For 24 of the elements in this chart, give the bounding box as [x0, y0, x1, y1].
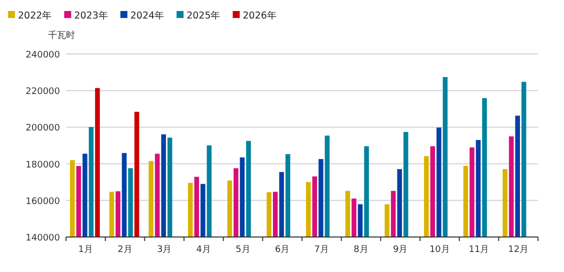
x-tick-label: 5月 — [236, 245, 250, 255]
x-tick-label: 3月 — [156, 245, 172, 255]
legend-label: 2023年 — [74, 10, 108, 22]
legend-label: 2024年 — [130, 10, 165, 22]
x-tick-label: 9月 — [392, 245, 408, 255]
x-tick-label: 1月 — [78, 245, 94, 255]
y-tick-label: 180000 — [26, 160, 60, 170]
y-tick-label: 240000 — [26, 50, 60, 60]
x-tick-label: 2月 — [118, 245, 132, 255]
y-tick-label: 140000 — [26, 234, 60, 244]
y-tick-label: 220000 — [26, 87, 60, 98]
legend-label: 2025年 — [186, 10, 221, 22]
x-tick-label: 4月 — [196, 245, 212, 255]
x-tick-label: 6月 — [274, 245, 290, 255]
legend-label: 2022年 — [18, 10, 52, 22]
x-tick-label: 10月 — [429, 245, 450, 255]
x-tick-label: 8月 — [354, 245, 368, 255]
y-tick-label: 160000 — [26, 196, 60, 207]
y-axis-title: 千瓦时 — [48, 30, 75, 41]
legend-label: 2026年 — [242, 10, 277, 22]
x-tick-label: 7月 — [314, 245, 330, 255]
y-tick-label: 200000 — [26, 124, 60, 134]
x-tick-label: 11月 — [468, 245, 490, 255]
x-tick-label: 12月 — [508, 245, 529, 255]
